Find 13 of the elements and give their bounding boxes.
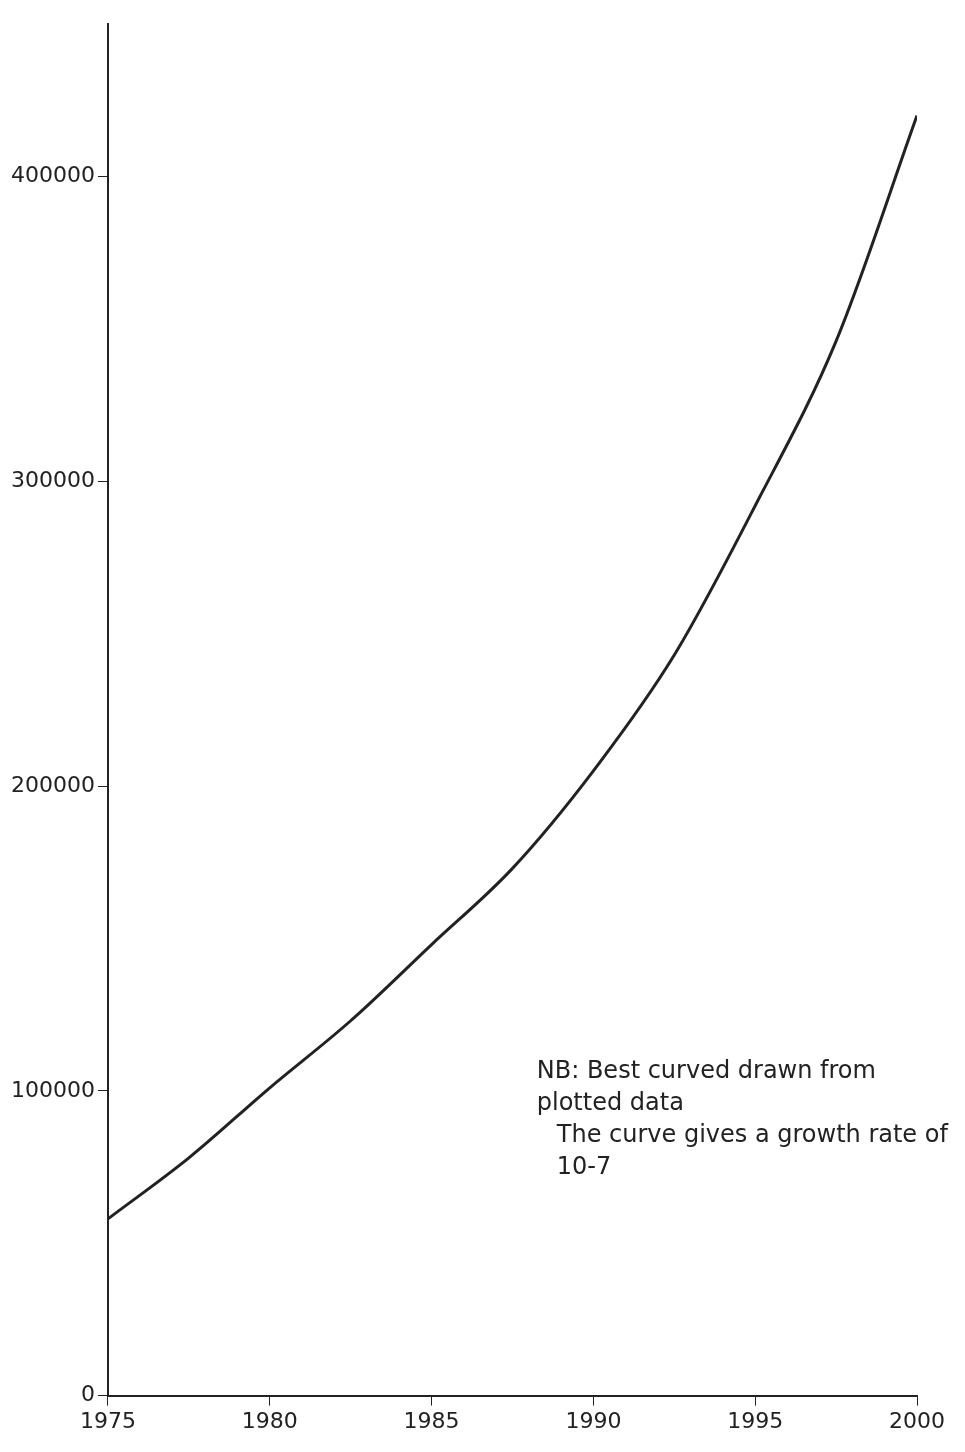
x-tick-label: 1985	[403, 1407, 460, 1433]
x-tick-label: 2000	[889, 1407, 945, 1433]
y-tick-label: 300000	[11, 467, 95, 493]
annotation: The curve gives a growth rate of 10-7	[555, 1119, 949, 1180]
x-tick-label: 1980	[241, 1407, 298, 1433]
x-tick-label: 1990	[565, 1407, 622, 1433]
y-tick-label: 0	[80, 1381, 95, 1407]
annotation: NB: Best curved drawn from plotted data	[536, 1055, 876, 1116]
x-tick-label: 1975	[79, 1407, 136, 1433]
y-tick-label: 100000	[11, 1076, 95, 1102]
y-tick-label: 200000	[11, 771, 95, 797]
y-tick-label: 400000	[11, 162, 95, 188]
x-tick-label: 1995	[727, 1407, 784, 1433]
